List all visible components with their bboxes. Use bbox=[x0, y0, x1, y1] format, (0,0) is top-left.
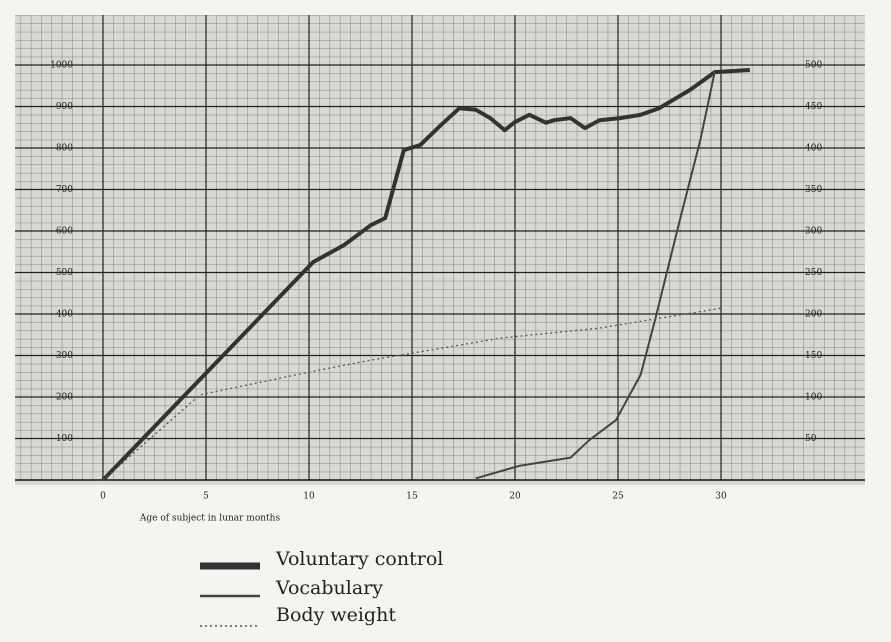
x-tick-label: 25 bbox=[612, 492, 624, 502]
x-axis-label: Age of subject in lunar months bbox=[139, 514, 281, 524]
y2-tick-label: 50 bbox=[805, 434, 817, 444]
legend: Voluntary control Vocabulary Body weight bbox=[200, 548, 443, 627]
y2-tick-label: 450 bbox=[805, 102, 822, 112]
y-tick-label: 400 bbox=[56, 310, 73, 320]
x-tick-label: 10 bbox=[303, 492, 315, 502]
y-tick-label: 700 bbox=[56, 185, 73, 195]
data-line bbox=[475, 71, 716, 480]
y-tick-label: 1000 bbox=[50, 61, 73, 71]
legend-label: Vocabulary bbox=[275, 577, 383, 599]
x-tick-label: 0 bbox=[100, 492, 106, 502]
y2-tick-label: 350 bbox=[805, 185, 822, 195]
y2-tick-label: 150 bbox=[805, 351, 822, 361]
x-tick-label: 20 bbox=[509, 492, 521, 502]
y-tick-label: 300 bbox=[56, 351, 73, 361]
y2-tick-label: 200 bbox=[805, 310, 822, 320]
y2-tick-label: 500 bbox=[805, 61, 822, 71]
y-tick-label: 500 bbox=[56, 268, 73, 278]
minor-grid bbox=[15, 15, 865, 480]
legend-label: Body weight bbox=[276, 604, 396, 626]
y2-tick-label: 300 bbox=[805, 227, 822, 237]
y2-tick-label: 100 bbox=[805, 393, 822, 403]
legend-label: Voluntary control bbox=[275, 548, 443, 570]
y-tick-label: 200 bbox=[56, 393, 73, 403]
data-line bbox=[101, 68, 750, 482]
y-tick-label: 100 bbox=[56, 434, 73, 444]
x-tick-label: 15 bbox=[406, 492, 418, 502]
y2-tick-label: 400 bbox=[805, 144, 822, 154]
y-tick-label: 900 bbox=[56, 102, 73, 112]
y2-tick-label: 250 bbox=[805, 268, 822, 278]
x-tick-label: 5 bbox=[203, 492, 209, 502]
y-tick-label: 800 bbox=[56, 144, 73, 154]
x-tick-label: 30 bbox=[715, 492, 727, 502]
y-tick-label: 600 bbox=[56, 227, 73, 237]
